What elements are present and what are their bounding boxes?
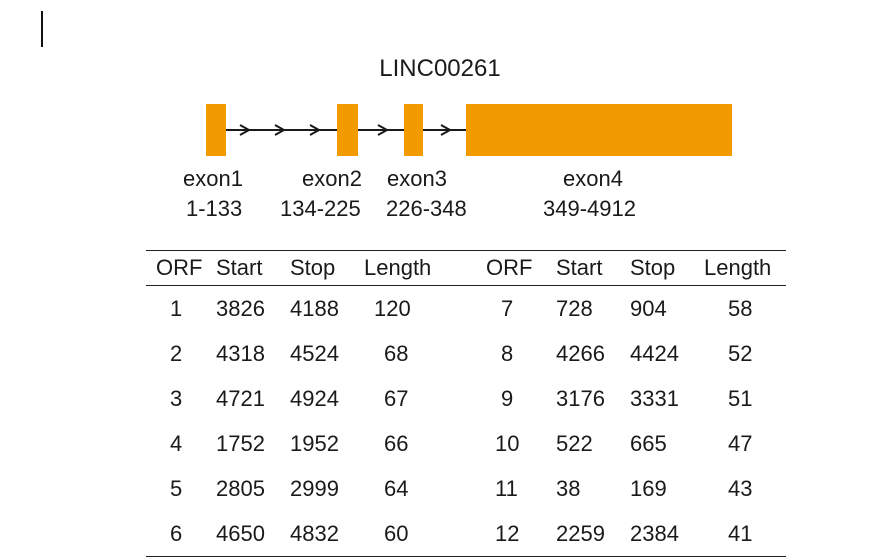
arrow-icon xyxy=(309,124,322,136)
start-cell: 1752 xyxy=(216,430,265,456)
header-start: Start xyxy=(556,255,603,280)
header-length: Length xyxy=(364,255,432,280)
arrow-icon xyxy=(274,124,287,136)
length-cell: 47 xyxy=(728,430,753,456)
exon1-range: 1-133 xyxy=(186,196,243,221)
orf-cell: 10 xyxy=(495,430,520,456)
start-cell: 38 xyxy=(556,475,581,501)
stop-cell: 2999 xyxy=(290,475,339,501)
length-cell: 120 xyxy=(374,295,411,321)
length-cell: 58 xyxy=(728,295,753,321)
orf-cell: 9 xyxy=(501,385,514,411)
length-cell: 68 xyxy=(384,340,409,366)
start-cell: 2805 xyxy=(216,475,265,501)
orf-cell: 7 xyxy=(501,295,514,321)
table-row: 5 2805 2999 64 11 38 169 43 xyxy=(146,466,786,511)
table-row: 2 4318 4524 68 8 4266 4424 52 xyxy=(146,331,786,376)
stop-cell: 4524 xyxy=(290,340,339,366)
table-header-row: ORF Start Stop Length ORF Start Stop Len… xyxy=(146,250,786,286)
stop-cell: 904 xyxy=(630,295,667,321)
stop-cell: 4424 xyxy=(630,340,679,366)
length-cell: 64 xyxy=(384,475,409,501)
orf-cell: 6 xyxy=(170,520,183,546)
orf-cell: 1 xyxy=(170,295,183,321)
orf-table: ORF Start Stop Length ORF Start Stop Len… xyxy=(146,250,786,557)
start-cell: 4318 xyxy=(216,340,265,366)
orf-cell: 3 xyxy=(170,385,183,411)
exon2-name: exon2 xyxy=(302,166,362,191)
header-stop: Stop xyxy=(630,255,676,280)
header-stop: Stop xyxy=(290,255,336,280)
exon2-range: 134-225 xyxy=(280,196,361,221)
orf-cell: 4 xyxy=(170,430,183,456)
stop-cell: 4188 xyxy=(290,295,339,321)
length-cell: 66 xyxy=(384,430,409,456)
exon3-name: exon3 xyxy=(387,166,447,191)
intron-connectors xyxy=(226,124,466,136)
orf-cell: 8 xyxy=(501,340,514,366)
orf-cell: 11 xyxy=(495,475,518,501)
orf-cell: 5 xyxy=(170,475,183,501)
exon4-range: 349-4912 xyxy=(543,196,636,221)
start-cell: 4266 xyxy=(556,340,605,366)
arrow-icon xyxy=(239,124,252,136)
stop-cell: 4832 xyxy=(290,520,339,546)
arrow-icon xyxy=(377,124,390,136)
stop-cell: 1952 xyxy=(290,430,339,456)
length-cell: 67 xyxy=(384,385,409,411)
length-cell: 41 xyxy=(728,520,753,546)
exon2-box xyxy=(337,104,358,156)
stop-cell: 3331 xyxy=(630,385,679,411)
orf-cell: 12 xyxy=(495,520,520,546)
start-cell: 4650 xyxy=(216,520,265,546)
exon1-box xyxy=(206,104,226,156)
gene-structure-diagram xyxy=(206,104,732,156)
header-orf: ORF xyxy=(156,255,203,280)
start-cell: 728 xyxy=(556,295,593,321)
gene-title: LINC00261 xyxy=(379,55,501,82)
start-cell: 4721 xyxy=(216,385,265,411)
length-cell: 51 xyxy=(728,385,753,411)
text-cursor xyxy=(41,11,43,47)
start-cell: 3826 xyxy=(216,295,265,321)
start-cell: 522 xyxy=(556,430,593,456)
exon3-range: 226-348 xyxy=(386,196,467,221)
table-row: 3 4721 4924 67 9 3176 3331 51 xyxy=(146,376,786,421)
stop-cell: 665 xyxy=(630,430,667,456)
stop-cell: 2384 xyxy=(630,520,679,546)
header-orf: ORF xyxy=(486,255,533,280)
stop-cell: 169 xyxy=(630,475,667,501)
exon3-box xyxy=(404,104,423,156)
table-row: 6 4650 4832 60 12 2259 2384 41 xyxy=(146,511,786,557)
orf-cell: 2 xyxy=(170,340,183,366)
length-cell: 60 xyxy=(384,520,409,546)
table-row: 4 1752 1952 66 10 522 665 47 xyxy=(146,421,786,466)
start-cell: 3176 xyxy=(556,385,605,411)
length-cell: 52 xyxy=(728,340,753,366)
header-length: Length xyxy=(704,255,772,280)
exon1-name: exon1 xyxy=(183,166,243,191)
table-row: 1 3826 4188 120 7 728 904 58 xyxy=(146,286,786,332)
start-cell: 2259 xyxy=(556,520,605,546)
length-cell: 43 xyxy=(728,475,753,501)
exon4-box xyxy=(466,104,732,156)
arrow-icon xyxy=(440,124,453,136)
header-start: Start xyxy=(216,255,263,280)
stop-cell: 4924 xyxy=(290,385,339,411)
exon4-name: exon4 xyxy=(563,166,623,191)
